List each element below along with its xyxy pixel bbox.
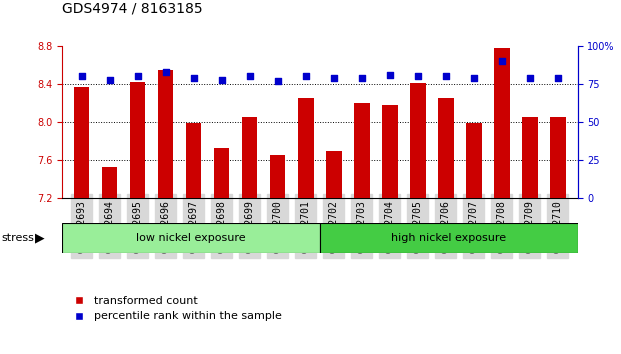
Text: low nickel exposure: low nickel exposure	[136, 233, 246, 243]
Point	[357, 75, 367, 81]
Point	[385, 72, 395, 78]
Point	[413, 74, 423, 79]
Bar	[102, 167, 117, 198]
Point	[441, 74, 451, 79]
Bar	[62, 223, 320, 253]
Bar	[242, 118, 258, 198]
Text: ▶: ▶	[35, 232, 45, 245]
Point	[133, 74, 143, 79]
Point	[553, 75, 563, 81]
Bar	[298, 98, 314, 198]
Bar	[158, 70, 173, 198]
Point	[469, 75, 479, 81]
Bar	[130, 82, 145, 198]
Point	[189, 75, 199, 81]
Bar	[438, 98, 453, 198]
Bar	[494, 48, 510, 198]
Point	[329, 75, 339, 81]
Text: high nickel exposure: high nickel exposure	[391, 233, 506, 243]
Point	[161, 69, 171, 75]
Bar	[550, 118, 566, 198]
Bar	[410, 83, 425, 198]
Point	[273, 78, 283, 84]
Legend: transformed count, percentile rank within the sample: transformed count, percentile rank withi…	[68, 296, 282, 321]
Bar	[466, 123, 482, 198]
Bar	[354, 103, 369, 198]
Point	[301, 74, 310, 79]
Bar	[186, 123, 201, 198]
Point	[105, 77, 115, 82]
Bar	[320, 223, 578, 253]
Bar	[382, 105, 397, 198]
Bar	[522, 118, 538, 198]
Bar	[270, 155, 286, 198]
Point	[245, 74, 255, 79]
Point	[77, 74, 87, 79]
Text: GDS4974 / 8163185: GDS4974 / 8163185	[62, 2, 202, 16]
Point	[217, 77, 227, 82]
Bar	[74, 87, 89, 198]
Point	[525, 75, 535, 81]
Point	[497, 58, 507, 64]
Text: stress: stress	[1, 233, 34, 243]
Bar	[326, 151, 342, 198]
Bar	[214, 148, 230, 198]
